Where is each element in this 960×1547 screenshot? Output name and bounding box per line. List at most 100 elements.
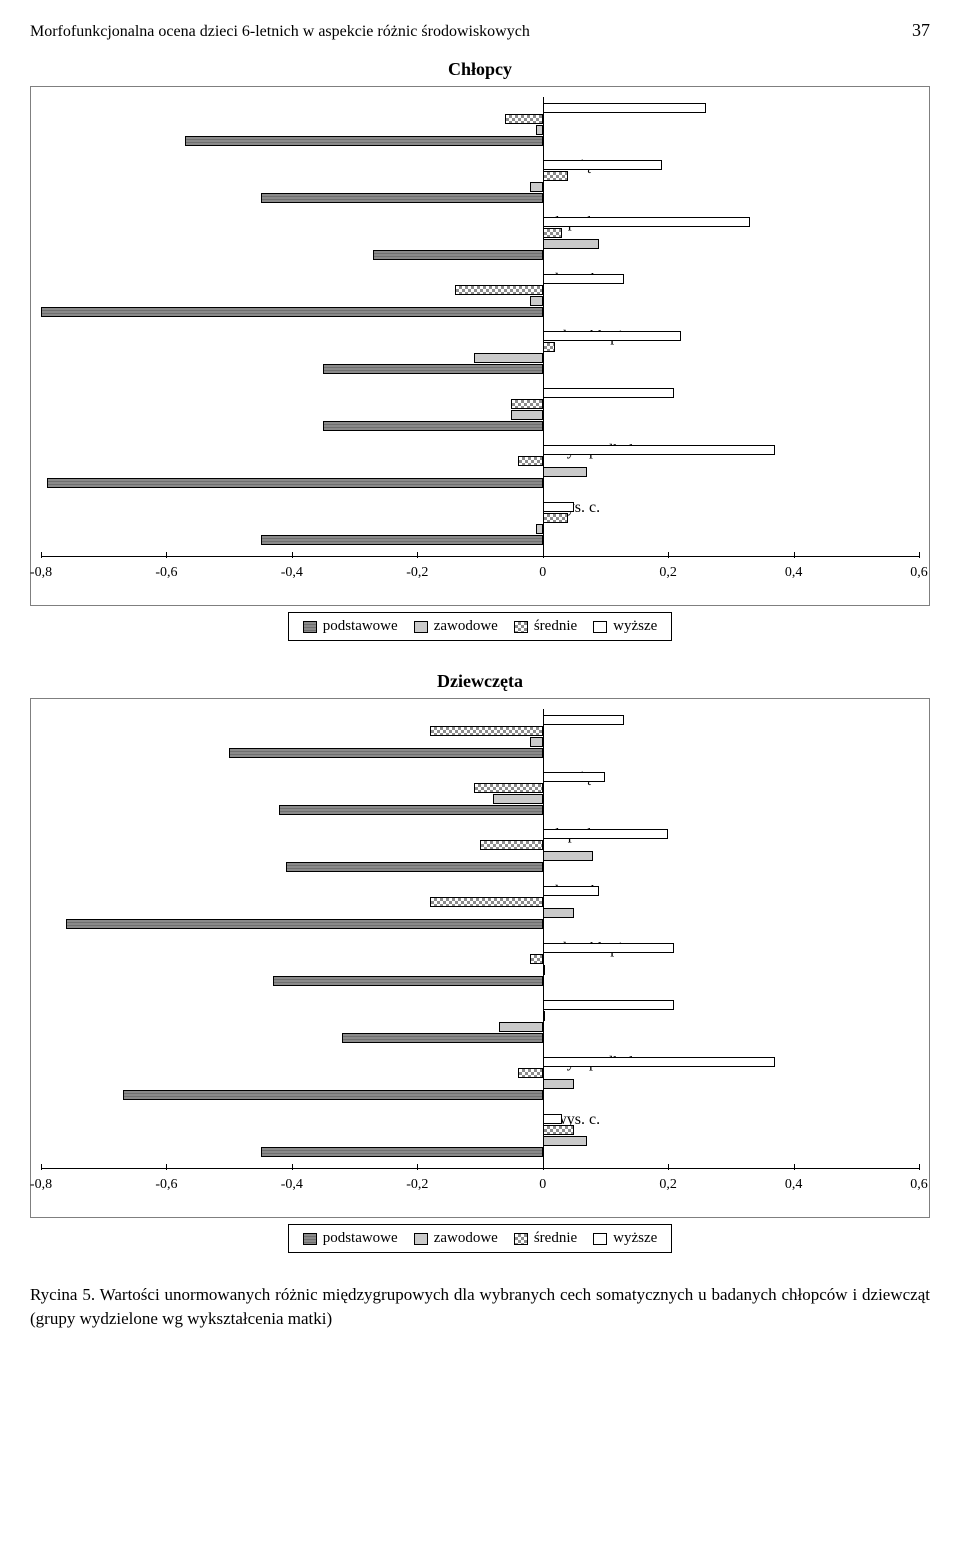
x-tick [919, 1164, 920, 1170]
bar-wyzsze [543, 445, 775, 455]
legend-item: podstawowe [303, 1230, 398, 1247]
bar-zawodowe [536, 125, 542, 135]
bar-wyzsze [543, 715, 625, 725]
bar-wyzsze [543, 103, 706, 113]
bar-wyzsze [543, 772, 606, 782]
legend-label: średnie [534, 618, 577, 635]
bar-zawodowe [543, 239, 599, 249]
bar-zawodowe [530, 296, 543, 306]
bar-podstawowe [373, 250, 542, 260]
legend-label: wyższe [613, 618, 657, 635]
bar-srednie [505, 114, 543, 124]
x-tick [794, 552, 795, 558]
bar-podstawowe [261, 193, 543, 203]
x-tick-label: 0,4 [785, 565, 803, 581]
legend-item: średnie [514, 1230, 577, 1247]
bar-zawodowe [543, 965, 545, 975]
bar-podstawowe [261, 1147, 543, 1157]
bar-srednie [543, 1011, 545, 1021]
bar-zawodowe [543, 467, 587, 477]
x-tick [41, 1164, 42, 1170]
chart-plot-box: -0,8-0,6-0,4-0,200,20,40,6sumaramięłopat… [30, 698, 930, 1218]
x-tick [668, 1164, 669, 1170]
bar-zawodowe [543, 908, 574, 918]
caption-lead: Rycina 5. [30, 1285, 95, 1304]
bar-srednie [480, 840, 543, 850]
figure-caption: Rycina 5. Wartości unormowanych różnic m… [30, 1283, 930, 1331]
bar-srednie [543, 228, 562, 238]
bar-zawodowe [543, 1079, 574, 1089]
bar-zawodowe [499, 1022, 543, 1032]
x-tick [292, 1164, 293, 1170]
x-tick [417, 1164, 418, 1170]
x-tick [668, 552, 669, 558]
legend-swatch [303, 1233, 317, 1245]
page-number: 37 [912, 20, 930, 41]
bar-srednie [543, 513, 568, 523]
x-tick-label: -0,4 [281, 1177, 303, 1193]
bar-wyzsze [543, 502, 574, 512]
x-tick-label: 0,6 [910, 565, 928, 581]
x-tick-label: 0,2 [659, 1177, 677, 1193]
legend-item: podstawowe [303, 618, 398, 635]
plot-area: -0,8-0,6-0,4-0,200,20,40,6sumaramięłopat… [41, 97, 919, 557]
bar-wyzsze [543, 829, 668, 839]
bar-srednie [430, 726, 543, 736]
bar-podstawowe [47, 478, 542, 488]
bar-srednie [530, 954, 543, 964]
bar-wyzsze [543, 160, 662, 170]
bar-wyzsze [543, 217, 750, 227]
bar-srednie [455, 285, 543, 295]
bar-srednie [543, 1125, 574, 1135]
x-tick-label: -0,6 [155, 1177, 177, 1193]
legend-swatch [303, 621, 317, 633]
x-tick-label: -0,8 [30, 565, 52, 581]
x-tick [919, 552, 920, 558]
legend-swatch [593, 621, 607, 633]
bar-zawodowe [511, 410, 542, 420]
x-axis [41, 1168, 919, 1169]
page-title: Morfofunkcjonalna ocena dzieci 6-letnich… [30, 23, 530, 41]
plot-area: -0,8-0,6-0,4-0,200,20,40,6sumaramięłopat… [41, 709, 919, 1169]
bar-zawodowe [474, 353, 543, 363]
x-tick-label: -0,4 [281, 565, 303, 581]
x-tick-label: 0 [539, 1177, 546, 1193]
legend: podstawowe zawodowe średnie wyższe [30, 612, 930, 641]
bar-podstawowe [323, 364, 543, 374]
bar-podstawowe [279, 805, 542, 815]
chart-title: Dziewczęta [30, 671, 930, 692]
page-header: Morfofunkcjonalna ocena dzieci 6-letnich… [30, 20, 930, 41]
legend-label: podstawowe [323, 1230, 398, 1247]
x-tick-label: 0,4 [785, 1177, 803, 1193]
legend-swatch [593, 1233, 607, 1245]
chart-section: Chłopcy-0,8-0,6-0,4-0,200,20,40,6sumaram… [30, 59, 930, 641]
bar-wyzsze [543, 331, 681, 341]
bar-srednie [543, 171, 568, 181]
bar-wyzsze [543, 1057, 775, 1067]
bar-zawodowe [530, 182, 543, 192]
bar-srednie [474, 783, 543, 793]
x-tick [41, 552, 42, 558]
bar-srednie [518, 456, 543, 466]
bar-srednie [518, 1068, 543, 1078]
bar-podstawowe [123, 1090, 543, 1100]
bar-wyzsze [543, 1000, 675, 1010]
bar-srednie [430, 897, 543, 907]
legend-item: zawodowe [414, 618, 498, 635]
x-tick [543, 552, 544, 558]
x-tick-label: -0,2 [406, 1177, 428, 1193]
legend-item: wyższe [593, 618, 657, 635]
legend-swatch [514, 1233, 528, 1245]
bar-srednie [511, 399, 542, 409]
x-tick-label: -0,8 [30, 1177, 52, 1193]
x-tick [292, 552, 293, 558]
bar-podstawowe [342, 1033, 543, 1043]
x-tick [794, 1164, 795, 1170]
x-tick-label: 0 [539, 565, 546, 581]
bar-zawodowe [536, 524, 542, 534]
legend-label: zawodowe [434, 1230, 498, 1247]
legend-item: zawodowe [414, 1230, 498, 1247]
legend: podstawowezawodoweśredniewyższe [30, 1224, 930, 1253]
legend-swatch [514, 621, 528, 633]
chart-plot-box: -0,8-0,6-0,4-0,200,20,40,6sumaramięłopat… [30, 86, 930, 606]
